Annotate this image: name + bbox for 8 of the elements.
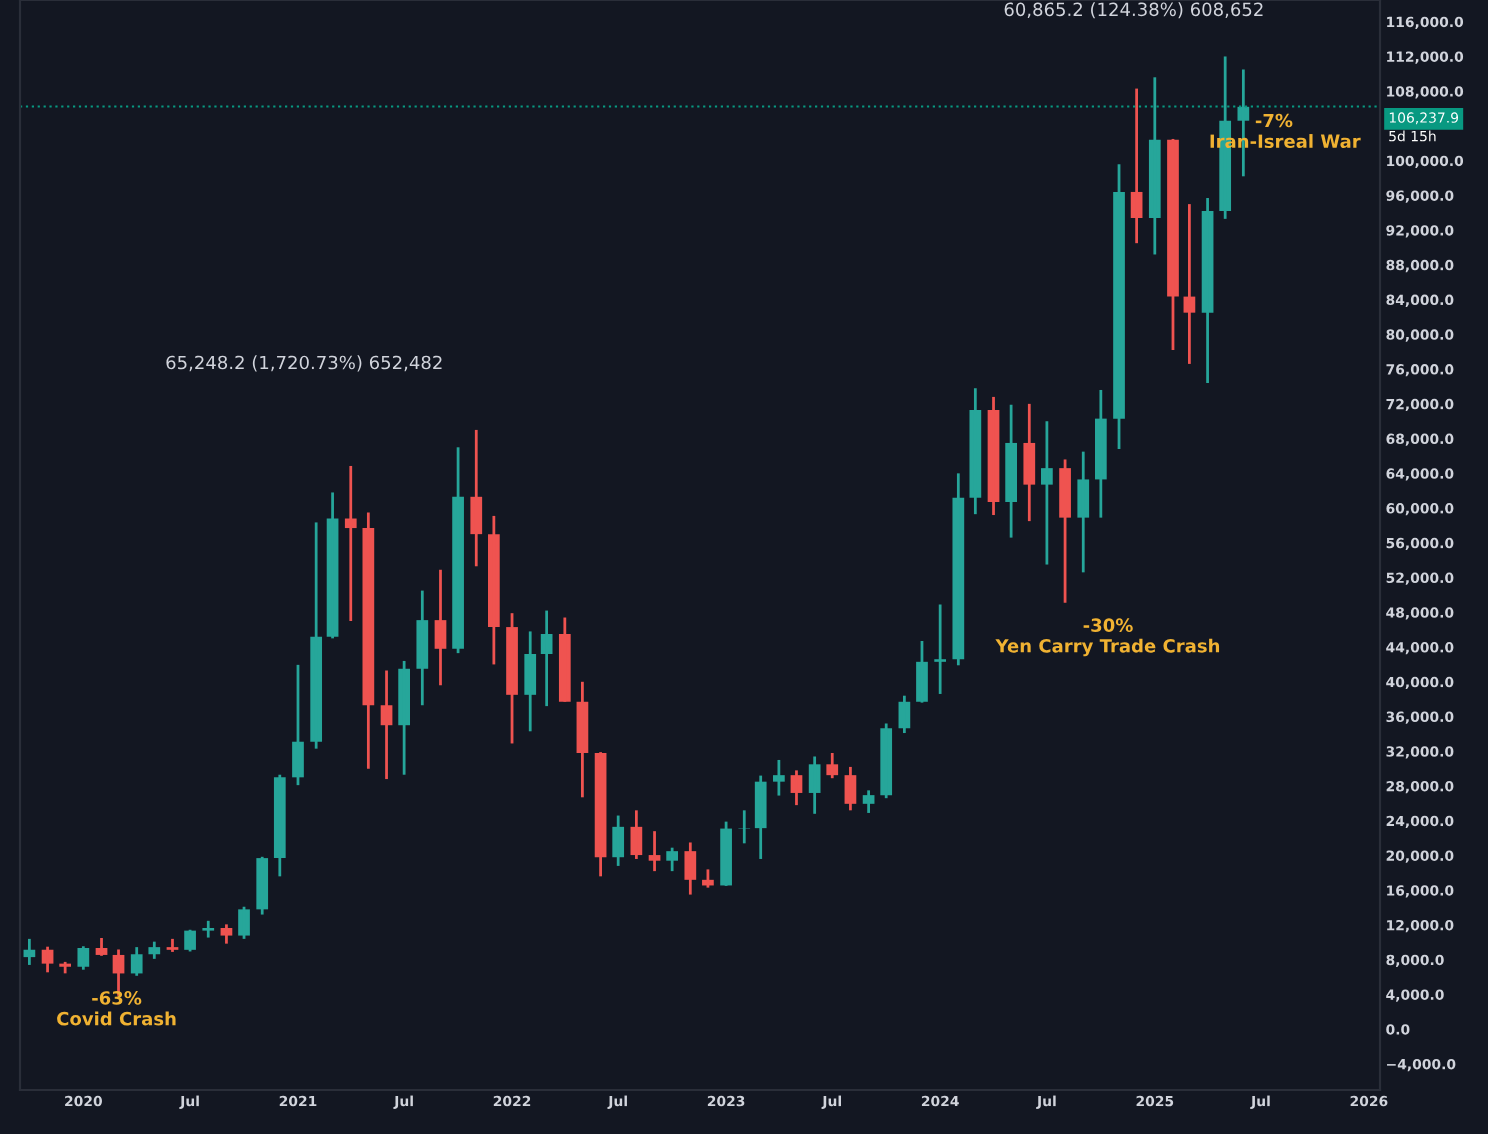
annotation: -63% xyxy=(92,991,142,1005)
annotation: 65,248.2 (1,720.73%) 652,482 xyxy=(166,355,442,372)
annotation: 60,865.2 (124.38%) 608,652 xyxy=(1004,2,1263,19)
annotation: -7% xyxy=(1255,113,1293,128)
annotation: -30% xyxy=(1083,618,1133,632)
candlestick xyxy=(738,808,751,845)
annotation: Covid Crash xyxy=(57,1011,176,1026)
annotation: Yen Carry Trade Crash xyxy=(995,638,1220,657)
